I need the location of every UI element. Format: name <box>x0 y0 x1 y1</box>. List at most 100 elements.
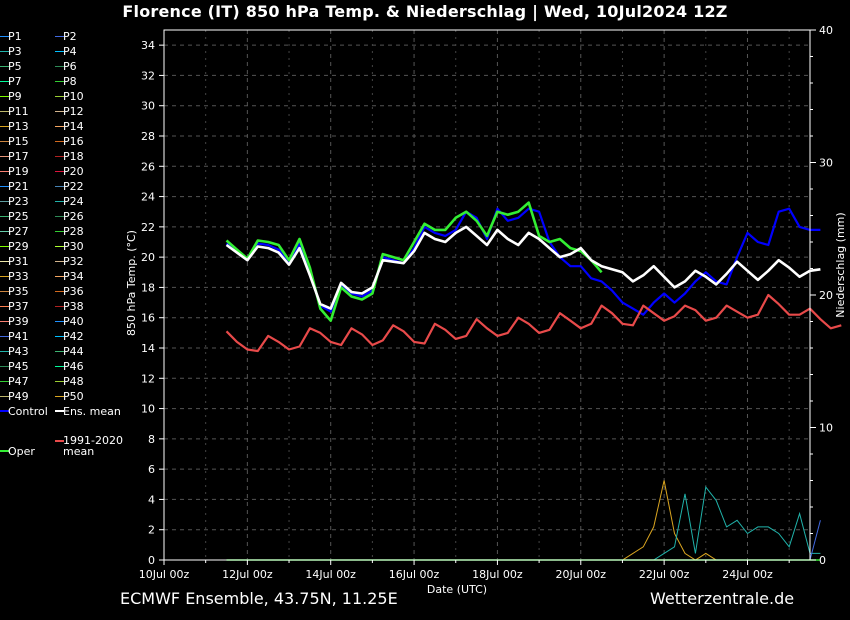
legend-swatch <box>0 231 9 232</box>
legend-label: P30 <box>63 240 84 253</box>
legend-swatch <box>0 96 9 97</box>
legend-label: P15 <box>8 135 29 148</box>
legend-label: P2 <box>63 30 77 43</box>
legend-label: P34 <box>63 270 84 283</box>
y-tick-label: 32 <box>141 69 155 82</box>
y-tick-label: 34 <box>141 39 155 52</box>
series-line <box>225 225 821 310</box>
legend-label: P45 <box>8 360 29 373</box>
legend-label: P37 <box>8 300 29 313</box>
legend-swatch <box>0 410 9 412</box>
y-tick-label: 18 <box>141 281 155 294</box>
legend-label: 1991-2020 mean <box>63 434 123 458</box>
legend-label: P42 <box>63 330 84 343</box>
series-line <box>225 207 821 316</box>
legend-label: P13 <box>8 120 29 133</box>
legend-swatch <box>55 396 64 397</box>
legend-label: P50 <box>63 390 84 403</box>
legend-swatch <box>0 66 9 67</box>
y2-tick-label: 0 <box>819 554 826 567</box>
legend-label: P26 <box>63 210 84 223</box>
legend-swatch <box>0 381 9 382</box>
legend-label: P32 <box>63 255 84 268</box>
legend-swatch <box>55 381 64 382</box>
x-axis-label: Date (UTC) <box>427 583 487 596</box>
legend-swatch <box>55 126 64 127</box>
y-tick-label: 16 <box>141 312 155 325</box>
legend-swatch <box>0 111 9 112</box>
legend-swatch <box>0 141 9 142</box>
x-tick-label: 10Jul 00z <box>139 568 190 581</box>
legend-label: P44 <box>63 345 84 358</box>
legend-label: P8 <box>63 75 77 88</box>
x-tick-label: 20Jul 00z <box>556 568 607 581</box>
legend-swatch <box>0 81 9 82</box>
legend-label: P1 <box>8 30 22 43</box>
legend-swatch <box>55 261 64 262</box>
legend-swatch <box>0 396 9 397</box>
legend-swatch <box>55 111 64 112</box>
legend-label: P20 <box>63 165 84 178</box>
legend-swatch <box>55 351 64 352</box>
legend-label: P19 <box>8 165 29 178</box>
y-tick-label: 14 <box>141 342 155 355</box>
x-tick-label: 22Jul 00z <box>639 568 690 581</box>
legend-swatch <box>55 321 64 322</box>
legend-label: P43 <box>8 345 29 358</box>
chart-title: Florence (IT) 850 hPa Temp. & Niederschl… <box>122 2 728 21</box>
legend-label: P10 <box>63 90 84 103</box>
y-tick-label: 26 <box>141 160 155 173</box>
legend-label: P11 <box>8 105 29 118</box>
x-tick-label: 12Jul 00z <box>222 568 273 581</box>
legend-label: P17 <box>8 150 29 163</box>
legend-swatch <box>55 171 64 172</box>
legend-swatch <box>0 450 9 452</box>
legend-label: P49 <box>8 390 29 403</box>
legend-label: P9 <box>8 90 22 103</box>
legend-label: P28 <box>63 225 84 238</box>
y2-tick-label: 40 <box>819 24 833 37</box>
legend-swatch <box>55 216 64 217</box>
legend-swatch <box>0 336 9 337</box>
legend-label: P24 <box>63 195 84 208</box>
precip-line <box>226 480 821 561</box>
legend-swatch <box>0 306 9 307</box>
y-tick-label: 24 <box>141 191 155 204</box>
legend-swatch <box>55 96 64 97</box>
legend-label: P22 <box>63 180 84 193</box>
x-tick-label: 24Jul 00z <box>722 568 773 581</box>
legend-swatch <box>55 186 64 187</box>
legend-label: P6 <box>63 60 77 73</box>
legend-label: P33 <box>8 270 29 283</box>
legend-swatch <box>0 171 9 172</box>
y2-tick-label: 10 <box>819 422 833 435</box>
y-tick-label: 20 <box>141 251 155 264</box>
y-tick-label: 6 <box>148 463 155 476</box>
legend-label: Control <box>8 405 48 418</box>
legend-label: P14 <box>63 120 84 133</box>
legend-label: P38 <box>63 300 84 313</box>
series-lines <box>225 201 842 561</box>
y-axis-label: 850 hPa Temp. (°C) <box>125 230 138 336</box>
legend-swatch <box>0 366 9 367</box>
y-tick-label: 28 <box>141 130 155 143</box>
legend-label: P36 <box>63 285 84 298</box>
legend-swatch <box>0 261 9 262</box>
y-tick-label: 10 <box>141 403 155 416</box>
legend-label: P3 <box>8 45 22 58</box>
legend-label: P12 <box>63 105 84 118</box>
legend-swatch <box>0 216 9 217</box>
legend-swatch <box>55 81 64 82</box>
plot-frame <box>163 29 811 561</box>
legend-label: P21 <box>8 180 29 193</box>
legend-label: P25 <box>8 210 29 223</box>
legend-swatch <box>55 36 64 37</box>
model-info: ECMWF Ensemble, 43.75N, 11.25E <box>120 589 398 608</box>
legend-label: P47 <box>8 375 29 388</box>
legend-label: P7 <box>8 75 22 88</box>
legend-swatch <box>0 156 9 157</box>
legend-swatch <box>55 246 64 247</box>
legend-swatch <box>0 276 9 277</box>
precip-line <box>226 520 821 561</box>
legend-label: P46 <box>63 360 84 373</box>
